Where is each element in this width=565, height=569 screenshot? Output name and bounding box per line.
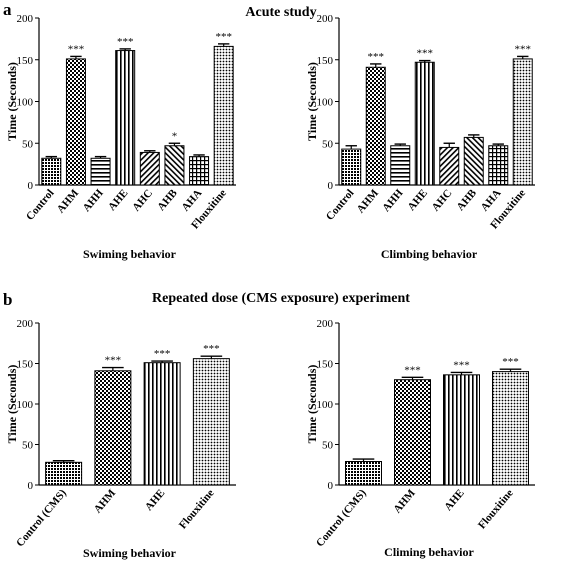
bar bbox=[143, 362, 181, 486]
x-tick-label: Control (CMS) bbox=[14, 487, 69, 549]
y-tick-label: 150 bbox=[17, 359, 34, 371]
bar bbox=[94, 370, 132, 486]
bar bbox=[390, 145, 411, 186]
x-tick-label: AHM bbox=[355, 187, 382, 216]
x-tick-label: Flouxitine bbox=[177, 487, 217, 531]
x-axis-label: Climing behavior bbox=[384, 545, 474, 559]
y-tick-label: 50 bbox=[22, 440, 34, 452]
bar bbox=[443, 374, 480, 486]
y-tick-label: 150 bbox=[17, 55, 34, 67]
y-tick-label: 150 bbox=[317, 55, 334, 67]
significance-label: *** bbox=[215, 31, 232, 43]
x-tick-label: AHE bbox=[106, 187, 131, 213]
x-tick-label: Control bbox=[324, 187, 357, 223]
y-axis-label: Time (Seconds) bbox=[305, 365, 319, 444]
significance-label: *** bbox=[453, 359, 470, 371]
y-tick-label: 100 bbox=[17, 399, 34, 411]
x-tick-label: AHE bbox=[406, 187, 431, 213]
bar bbox=[139, 151, 160, 186]
x-tick-label: Flouxitine bbox=[476, 487, 516, 531]
bar bbox=[213, 45, 234, 186]
bar bbox=[414, 61, 435, 186]
y-axis-label: Time (Seconds) bbox=[305, 62, 319, 141]
panel-title-a: Acute study bbox=[245, 5, 316, 20]
significance-label: *** bbox=[417, 48, 434, 60]
panel-title-b: Repeated dose (CMS exposure) experiment bbox=[152, 291, 410, 306]
significance-label: * bbox=[172, 130, 178, 142]
x-axis-label: Climbing behavior bbox=[381, 247, 478, 261]
significance-label: *** bbox=[368, 51, 385, 63]
significance-label: *** bbox=[515, 43, 532, 55]
bar bbox=[488, 145, 509, 186]
panel-letter-b: b bbox=[3, 290, 12, 309]
y-tick-label: 50 bbox=[22, 138, 34, 150]
x-tick-label: AHM bbox=[92, 487, 119, 516]
y-tick-label: 100 bbox=[17, 97, 34, 109]
bar bbox=[45, 461, 83, 486]
x-tick-label: AHE bbox=[442, 487, 467, 513]
y-tick-label: 0 bbox=[328, 480, 334, 492]
x-tick-label: AHB bbox=[455, 187, 480, 213]
bar bbox=[115, 50, 136, 186]
panel-letter-a: a bbox=[3, 0, 12, 19]
y-tick-label: 50 bbox=[322, 440, 334, 452]
significance-label: *** bbox=[105, 355, 122, 367]
significance-label: *** bbox=[502, 356, 519, 368]
bar bbox=[189, 156, 210, 186]
y-tick-label: 150 bbox=[317, 359, 334, 371]
x-axis-label: Swiming behavior bbox=[83, 247, 177, 261]
y-tick-label: 0 bbox=[328, 180, 334, 192]
x-tick-label: Control (CMS) bbox=[314, 487, 369, 549]
significance-label: *** bbox=[117, 36, 134, 48]
bar bbox=[41, 157, 62, 186]
x-tick-label: AHM bbox=[55, 187, 82, 216]
bar bbox=[365, 66, 386, 186]
bar bbox=[192, 358, 230, 486]
x-tick-label: AHH bbox=[81, 187, 107, 214]
bar bbox=[90, 157, 111, 186]
x-tick-label: AHE bbox=[143, 487, 168, 513]
bar bbox=[439, 146, 460, 186]
y-axis-label: Time (Seconds) bbox=[5, 62, 19, 141]
y-tick-label: 50 bbox=[322, 138, 334, 150]
bar bbox=[492, 371, 529, 486]
y-tick-label: 200 bbox=[317, 318, 334, 330]
bar bbox=[512, 58, 533, 186]
bar bbox=[394, 379, 431, 486]
y-tick-label: 100 bbox=[317, 97, 334, 109]
y-tick-label: 200 bbox=[17, 13, 34, 25]
x-tick-label: AHC bbox=[130, 187, 155, 213]
x-tick-label: Control bbox=[24, 187, 57, 223]
x-tick-label: AHM bbox=[391, 487, 418, 516]
y-tick-label: 0 bbox=[28, 180, 34, 192]
y-tick-label: 100 bbox=[317, 399, 334, 411]
bar bbox=[463, 136, 484, 186]
chart-climbing-cms: 0 50 100 150 200 Time (Seconds) Control (CMS) *… bbox=[305, 318, 535, 559]
y-tick-label: 200 bbox=[17, 318, 34, 330]
bar bbox=[164, 145, 185, 186]
y-tick-label: 200 bbox=[317, 13, 334, 25]
y-axis-label: Time (Seconds) bbox=[5, 365, 19, 444]
x-tick-label: AHC bbox=[430, 187, 455, 213]
significance-label: *** bbox=[154, 348, 171, 360]
chart-swiming-cms: 0 50 100 150 200 Time (Seconds) Control (CMS) *… bbox=[5, 318, 236, 560]
bar bbox=[345, 461, 382, 486]
significance-label: *** bbox=[68, 43, 85, 55]
significance-label: *** bbox=[404, 364, 421, 376]
x-tick-label: AHB bbox=[155, 187, 180, 213]
significance-label: *** bbox=[203, 343, 220, 355]
y-tick-label: 0 bbox=[28, 480, 34, 492]
bar bbox=[65, 58, 86, 186]
x-tick-label: AHH bbox=[380, 187, 406, 214]
x-axis-label: Swiming behavior bbox=[83, 546, 177, 560]
bar bbox=[341, 148, 362, 186]
